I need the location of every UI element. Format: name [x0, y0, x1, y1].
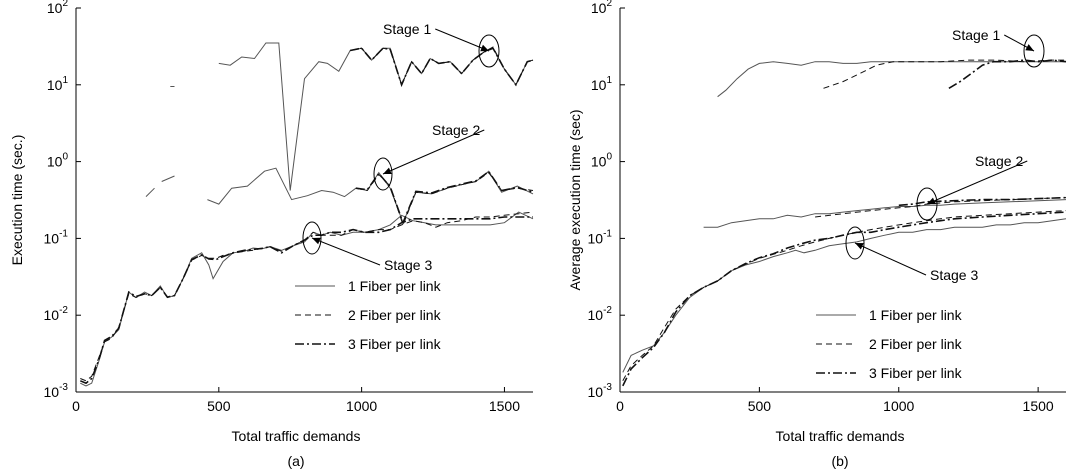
- stage-arrow: [926, 160, 1028, 205]
- series-line: [898, 196, 1067, 207]
- y-axis-label: Average execution time (sec): [567, 109, 583, 290]
- stage-arrow: [311, 237, 381, 266]
- stage-arrow: [854, 242, 927, 276]
- stage-ellipse: [845, 226, 865, 260]
- arrow-head: [312, 237, 321, 245]
- stage-ellipse: [302, 221, 322, 255]
- y-axis-label: Execution time (sec.): [9, 135, 25, 266]
- panel-caption: (a): [287, 453, 304, 469]
- x-axis-label: Total traffic demands: [776, 428, 905, 444]
- stage-label: Stage 3: [930, 267, 978, 283]
- series-line: [218, 42, 534, 191]
- arrow-head: [383, 167, 392, 175]
- stage-label: Stage 2: [432, 122, 480, 138]
- series-line: [703, 199, 1067, 228]
- series-line: [350, 47, 534, 88]
- y-tick-label: 102: [47, 0, 69, 16]
- x-tick-label: 500: [748, 398, 772, 414]
- arrow-head: [480, 44, 489, 52]
- y-tick-label: 101: [47, 75, 69, 93]
- stage-label: Stage 1: [383, 21, 431, 37]
- y-tick-label: 10-1: [588, 228, 613, 246]
- legend-label: 2 Fiber per link: [869, 336, 963, 352]
- series-line: [79, 216, 533, 385]
- x-tick-label: 500: [207, 398, 231, 414]
- legend-label: 3 Fiber per link: [869, 365, 963, 381]
- stage-label: Stage 3: [384, 257, 432, 273]
- series-line: [80, 211, 534, 382]
- y-tick-label: 10-2: [588, 305, 613, 323]
- arrow-head: [855, 243, 864, 250]
- arrow-head: [1025, 44, 1034, 51]
- stage-ellipse: [373, 157, 393, 191]
- series-line: [350, 46, 534, 87]
- y-tick-label: 10-1: [44, 228, 69, 246]
- stage-label: Stage 2: [975, 153, 1023, 169]
- x-tick-label: 1000: [346, 398, 377, 414]
- series-line: [161, 175, 175, 182]
- legend-label: 1 Fiber per link: [348, 278, 442, 294]
- stage-ellipse: [478, 34, 500, 68]
- x-tick-label: 1500: [1023, 398, 1054, 414]
- stage-ellipse: [916, 187, 938, 221]
- chart-panel-a: Execution time (sec.) Total traffic dema…: [9, 0, 534, 469]
- series-line: [717, 61, 1066, 98]
- series-line: [622, 211, 1067, 387]
- series-line: [145, 187, 155, 197]
- y-tick-label: 100: [47, 152, 69, 170]
- series-line: [823, 59, 1066, 89]
- y-tick-label: 102: [591, 0, 613, 16]
- legend-label: 2 Fiber per link: [348, 307, 442, 323]
- y-tick-label: 10-3: [588, 382, 613, 400]
- series-line: [622, 210, 1067, 382]
- x-tick-label: 0: [616, 398, 624, 414]
- chart-panel-b: Average execution time (sec) Total traff…: [567, 0, 1067, 469]
- panel-caption: (b): [831, 453, 848, 469]
- x-tick-label: 0: [72, 398, 80, 414]
- stage-arrow: [435, 28, 490, 52]
- series-line: [207, 167, 534, 225]
- legend-label: 1 Fiber per link: [869, 307, 963, 323]
- series-line: [355, 170, 534, 225]
- stage-ellipse: [1023, 34, 1045, 68]
- stage-label: Stage 1: [952, 27, 1000, 43]
- x-axis-label: Total traffic demands: [232, 428, 361, 444]
- series-line: [948, 59, 1067, 89]
- arrow-head: [927, 197, 936, 205]
- x-tick-label: 1500: [489, 398, 520, 414]
- y-tick-label: 10-2: [44, 305, 69, 323]
- stage-arrow: [382, 129, 485, 175]
- y-tick-label: 10-3: [44, 382, 69, 400]
- y-tick-label: 100: [591, 152, 613, 170]
- legend-label: 3 Fiber per link: [348, 336, 442, 352]
- y-tick-label: 101: [591, 75, 613, 93]
- x-tick-label: 1000: [883, 398, 914, 414]
- series-line: [622, 218, 1067, 373]
